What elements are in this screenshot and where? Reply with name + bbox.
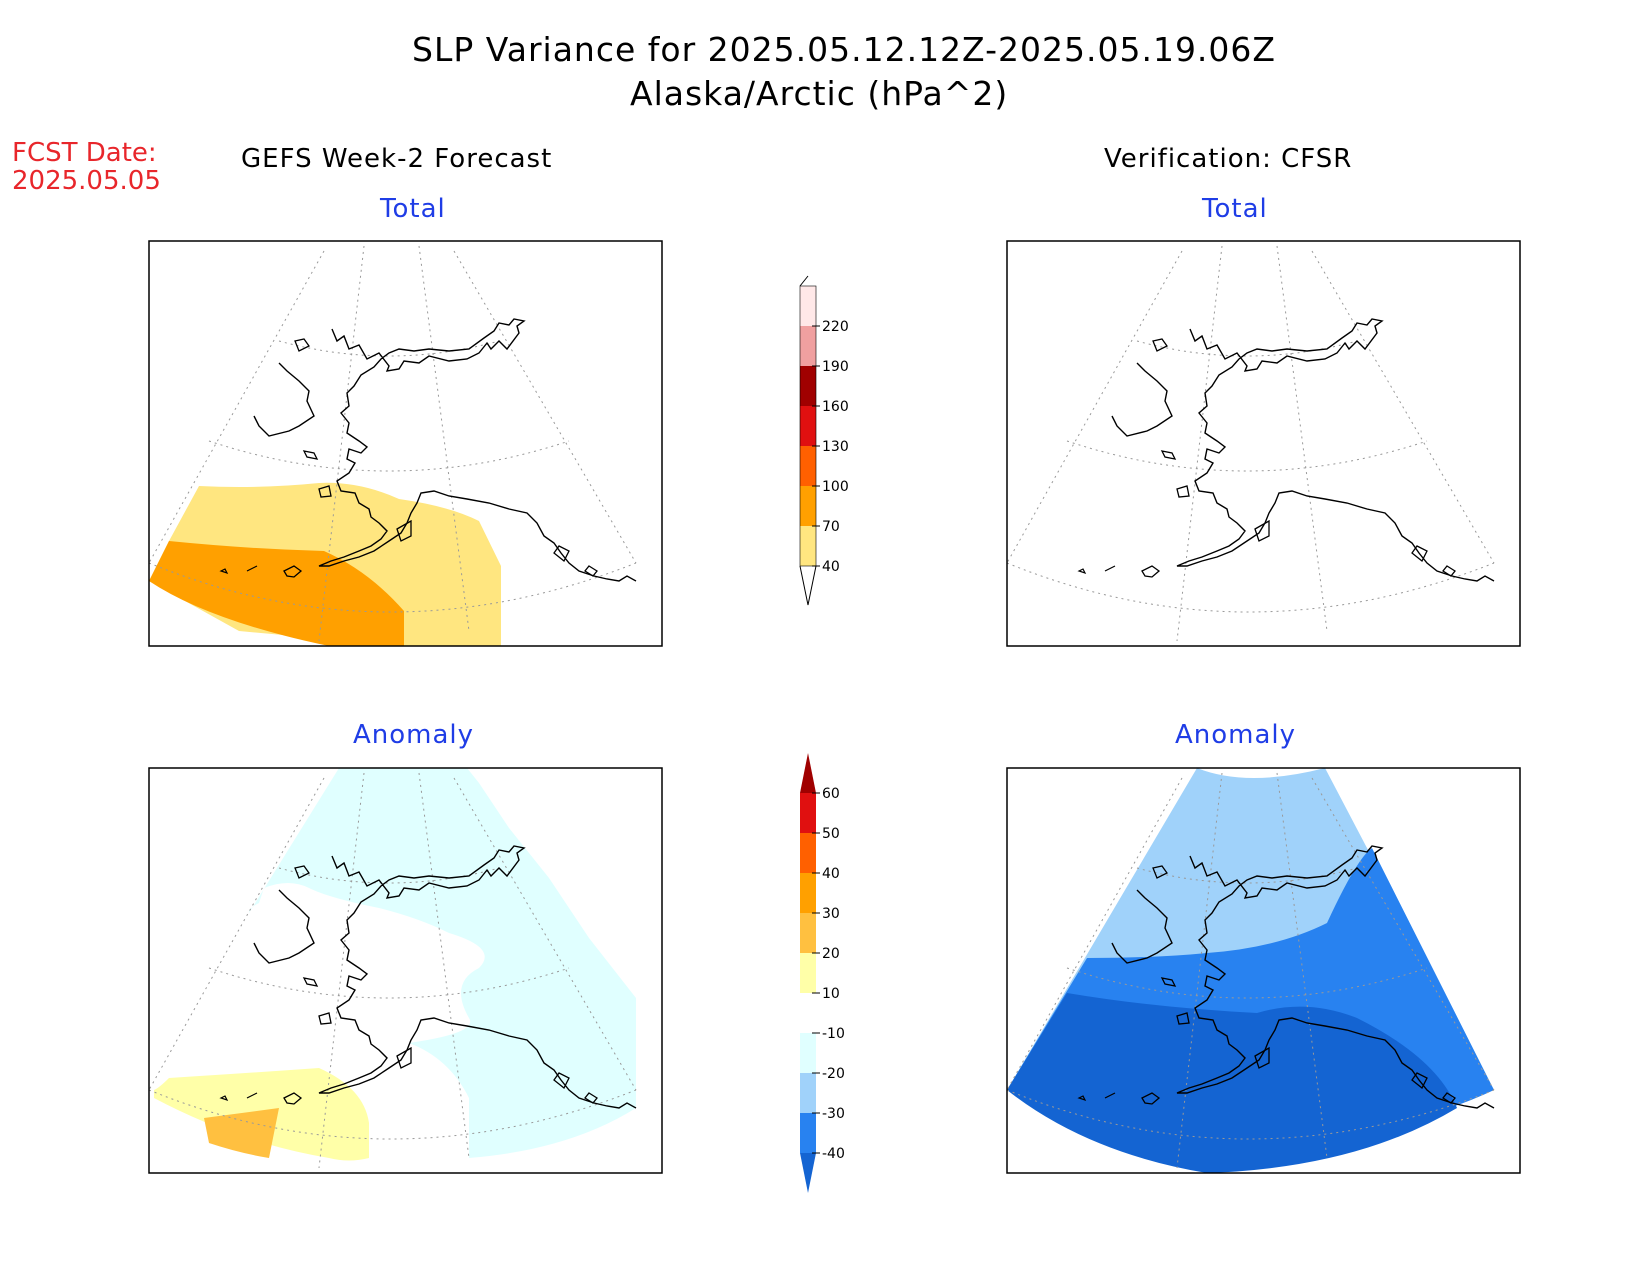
- colorbar-total-swatch: [800, 366, 816, 406]
- verification-total-label: Total: [1202, 194, 1268, 224]
- colorbar-anomaly-swatch: [800, 953, 816, 993]
- fcst-date-label: FCST Date:: [12, 138, 157, 168]
- colorbar-anomaly-tick-label: 30: [822, 906, 840, 922]
- colorbar-total-tick-label: 70: [822, 519, 840, 535]
- colorbar-anomaly-tick-label: 60: [822, 786, 840, 802]
- map-verification-total: [1006, 240, 1521, 647]
- map-forecast-anomaly: [148, 767, 663, 1174]
- colorbar-total-swatch: [800, 406, 816, 446]
- colorbar-total-swatch: [800, 446, 816, 486]
- panel-frame: [1006, 767, 1521, 1174]
- colorbar-anomaly-swatch: [800, 913, 816, 953]
- forecast-anomaly-label: Anomaly: [353, 720, 475, 750]
- forecast-header: GEFS Week-2 Forecast: [241, 144, 553, 174]
- panel-frame: [148, 767, 663, 1174]
- colorbar-total-tick-label: 130: [822, 439, 849, 455]
- colorbar-anomaly-swatch: [800, 793, 816, 833]
- colorbar-total: 40 70 100 130 160 190 220: [799, 275, 849, 606]
- colorbar-total-tick-label: 220: [822, 319, 849, 335]
- colorbar-total-swatch: [800, 286, 816, 326]
- colorbar-total-swatch: [800, 326, 816, 366]
- fcst-date-value: 2025.05.05: [12, 166, 161, 196]
- colorbar-total-tick-label: 190: [822, 359, 849, 375]
- colorbar-anomaly-swatch: [800, 1153, 816, 1193]
- verification-anomaly-label: Anomaly: [1175, 720, 1297, 750]
- colorbar-anomaly-tick-label: -40: [822, 1146, 845, 1162]
- panel-frame: [1006, 240, 1521, 647]
- colorbar-anomaly-swatch: [800, 753, 816, 793]
- colorbar-total-tick-label: 40: [822, 559, 840, 575]
- title-line-1: SLP Variance for 2025.05.12.12Z-2025.05.…: [412, 30, 1277, 69]
- colorbar-anomaly-swatch: [800, 873, 816, 913]
- title-line-2: Alaska/Arctic (hPa^2): [630, 74, 1009, 113]
- colorbar-total-swatch: [800, 486, 816, 526]
- colorbar-anomaly-tick-label: 20: [822, 946, 840, 962]
- colorbar-anomaly-tick-label: 50: [822, 826, 840, 842]
- map-verification-anomaly: [1006, 767, 1521, 1174]
- colorbar-anomaly-tick-label: 10: [822, 986, 840, 1002]
- colorbar-anomaly-swatch: [800, 993, 816, 1033]
- colorbar-anomaly: 60 50 40 30 20 10 -10 -20 -30 -40: [800, 753, 845, 1193]
- forecast-total-label: Total: [380, 194, 446, 224]
- colorbar-total-tick-label: 100: [822, 479, 849, 495]
- colorbar-anomaly-tick-label: -30: [822, 1106, 845, 1122]
- verification-header: Verification: CFSR: [1104, 144, 1353, 174]
- colorbar-anomaly-tick-label: -20: [822, 1066, 845, 1082]
- colorbar-anomaly-swatch: [800, 1073, 816, 1113]
- colorbar-total-swatch: [800, 526, 816, 566]
- panel-frame: [148, 240, 663, 647]
- colorbar-total-tick-label: 160: [822, 399, 849, 415]
- colorbar-anomaly-tick-label: 40: [822, 866, 840, 882]
- colorbar-anomaly-swatch: [800, 1033, 816, 1073]
- map-forecast-total: [148, 240, 663, 647]
- colorbar-anomaly-swatch: [800, 1113, 816, 1153]
- colorbar-anomaly-tick-label: -10: [822, 1026, 845, 1042]
- colorbar-anomaly-swatch: [800, 833, 816, 873]
